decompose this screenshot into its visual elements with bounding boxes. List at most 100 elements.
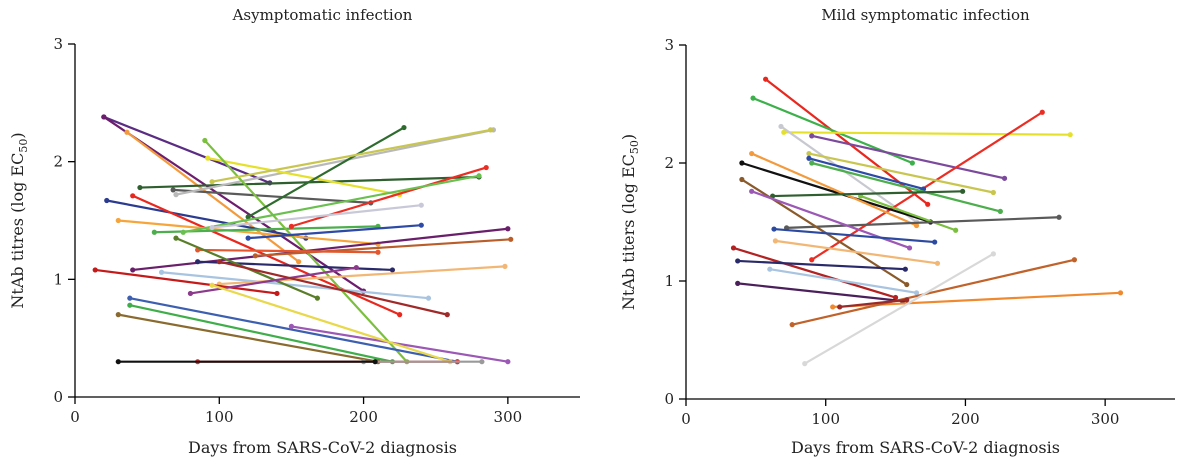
series-31 — [115, 312, 381, 365]
data-point — [1071, 257, 1078, 263]
series-line — [859, 194, 957, 232]
series-25 — [92, 267, 280, 297]
chart-title: Asymptomatic infection — [232, 6, 413, 24]
series-line — [218, 260, 449, 316]
data-point — [735, 280, 741, 286]
series-line — [102, 115, 365, 293]
data-point — [990, 251, 996, 257]
data-point — [1067, 132, 1073, 138]
series-25 — [802, 251, 996, 367]
series-line — [172, 188, 372, 204]
series-20 — [735, 258, 908, 272]
data-point — [418, 202, 424, 208]
series-line — [189, 266, 358, 295]
data-point — [735, 258, 741, 264]
data-point — [444, 312, 450, 318]
series-line — [807, 152, 995, 194]
data-point — [1056, 214, 1062, 220]
y-tick-label: 2 — [664, 154, 674, 172]
y-axis-label-main: NtAb titers (log EC — [619, 154, 638, 310]
data-point — [1117, 290, 1124, 296]
x-tick-label: 0 — [681, 410, 691, 428]
data-point — [158, 269, 165, 275]
series-line — [206, 157, 401, 196]
data-point — [202, 137, 208, 144]
data-point — [781, 129, 787, 135]
data-point — [180, 229, 186, 235]
data-point — [925, 201, 931, 207]
data-point — [932, 239, 938, 245]
data-point — [389, 267, 396, 273]
series-line — [247, 224, 423, 240]
x-tick-label: 300 — [1091, 410, 1120, 428]
y-axis-label-tail: ) — [8, 132, 27, 138]
data-point — [902, 266, 908, 272]
data-point — [288, 223, 295, 229]
x-tick-label: 100 — [205, 408, 234, 426]
data-point — [913, 290, 920, 296]
data-point — [127, 295, 133, 301]
y-axis-label-tail: ) — [619, 134, 638, 140]
data-point — [830, 304, 836, 310]
data-point — [127, 302, 133, 308]
series-line — [774, 239, 939, 265]
y-tick-label: 3 — [664, 36, 674, 54]
y-tick-label: 2 — [53, 153, 63, 171]
series-11 — [809, 160, 1003, 214]
series-line — [772, 227, 936, 244]
data-point — [749, 150, 755, 157]
axes — [74, 44, 580, 398]
x-tick-label: 200 — [349, 408, 378, 426]
series-line — [160, 271, 430, 300]
series-line — [94, 268, 279, 295]
series-line — [196, 248, 380, 254]
data-point — [479, 359, 485, 365]
y-tick-label: 3 — [53, 35, 63, 53]
data-point — [837, 304, 843, 310]
series-36 — [115, 359, 378, 365]
chart-asymptomatic: Asymptomatic infection 0 1 2 3 0 100 200 300 Days… — [8, 6, 580, 457]
data-point — [314, 295, 320, 301]
series-line — [117, 313, 380, 363]
series-12 — [858, 193, 959, 233]
data-point — [209, 282, 215, 288]
data-point — [767, 266, 773, 272]
series-35 — [360, 359, 485, 365]
data-point — [487, 127, 494, 133]
data-point — [802, 361, 808, 367]
series-30 — [127, 302, 396, 365]
series-20 — [252, 236, 514, 259]
series-13 — [245, 124, 407, 220]
series-line — [210, 204, 423, 229]
series-line — [810, 161, 1002, 213]
data-point — [904, 297, 910, 303]
data-point — [809, 160, 815, 166]
series-line — [803, 252, 995, 365]
data-point — [739, 160, 745, 166]
series-line — [102, 115, 271, 184]
series-line — [128, 304, 394, 363]
data-point — [296, 259, 302, 265]
series-9 — [806, 150, 996, 196]
data-point — [209, 179, 215, 185]
data-point — [1001, 175, 1008, 181]
chart-mild-symptomatic: Mild symptomatic infection 0 1 2 3 0 100 200 300… — [619, 6, 1175, 457]
data-point — [763, 76, 769, 82]
series-line — [807, 157, 925, 191]
y-axis-label: NtAb titres (log EC50) — [8, 132, 30, 308]
y-tick-label: 0 — [53, 388, 63, 406]
data-point — [124, 129, 130, 135]
series-17 — [771, 226, 938, 245]
series-line — [290, 325, 509, 363]
series-line — [131, 227, 509, 272]
data-point — [130, 193, 136, 199]
data-point — [483, 164, 489, 171]
series-line — [782, 131, 1072, 136]
series-line — [838, 298, 908, 309]
data-point — [505, 359, 511, 365]
series-line — [128, 297, 459, 363]
data-point — [739, 176, 745, 183]
data-point — [137, 184, 143, 191]
data-point — [806, 150, 812, 157]
